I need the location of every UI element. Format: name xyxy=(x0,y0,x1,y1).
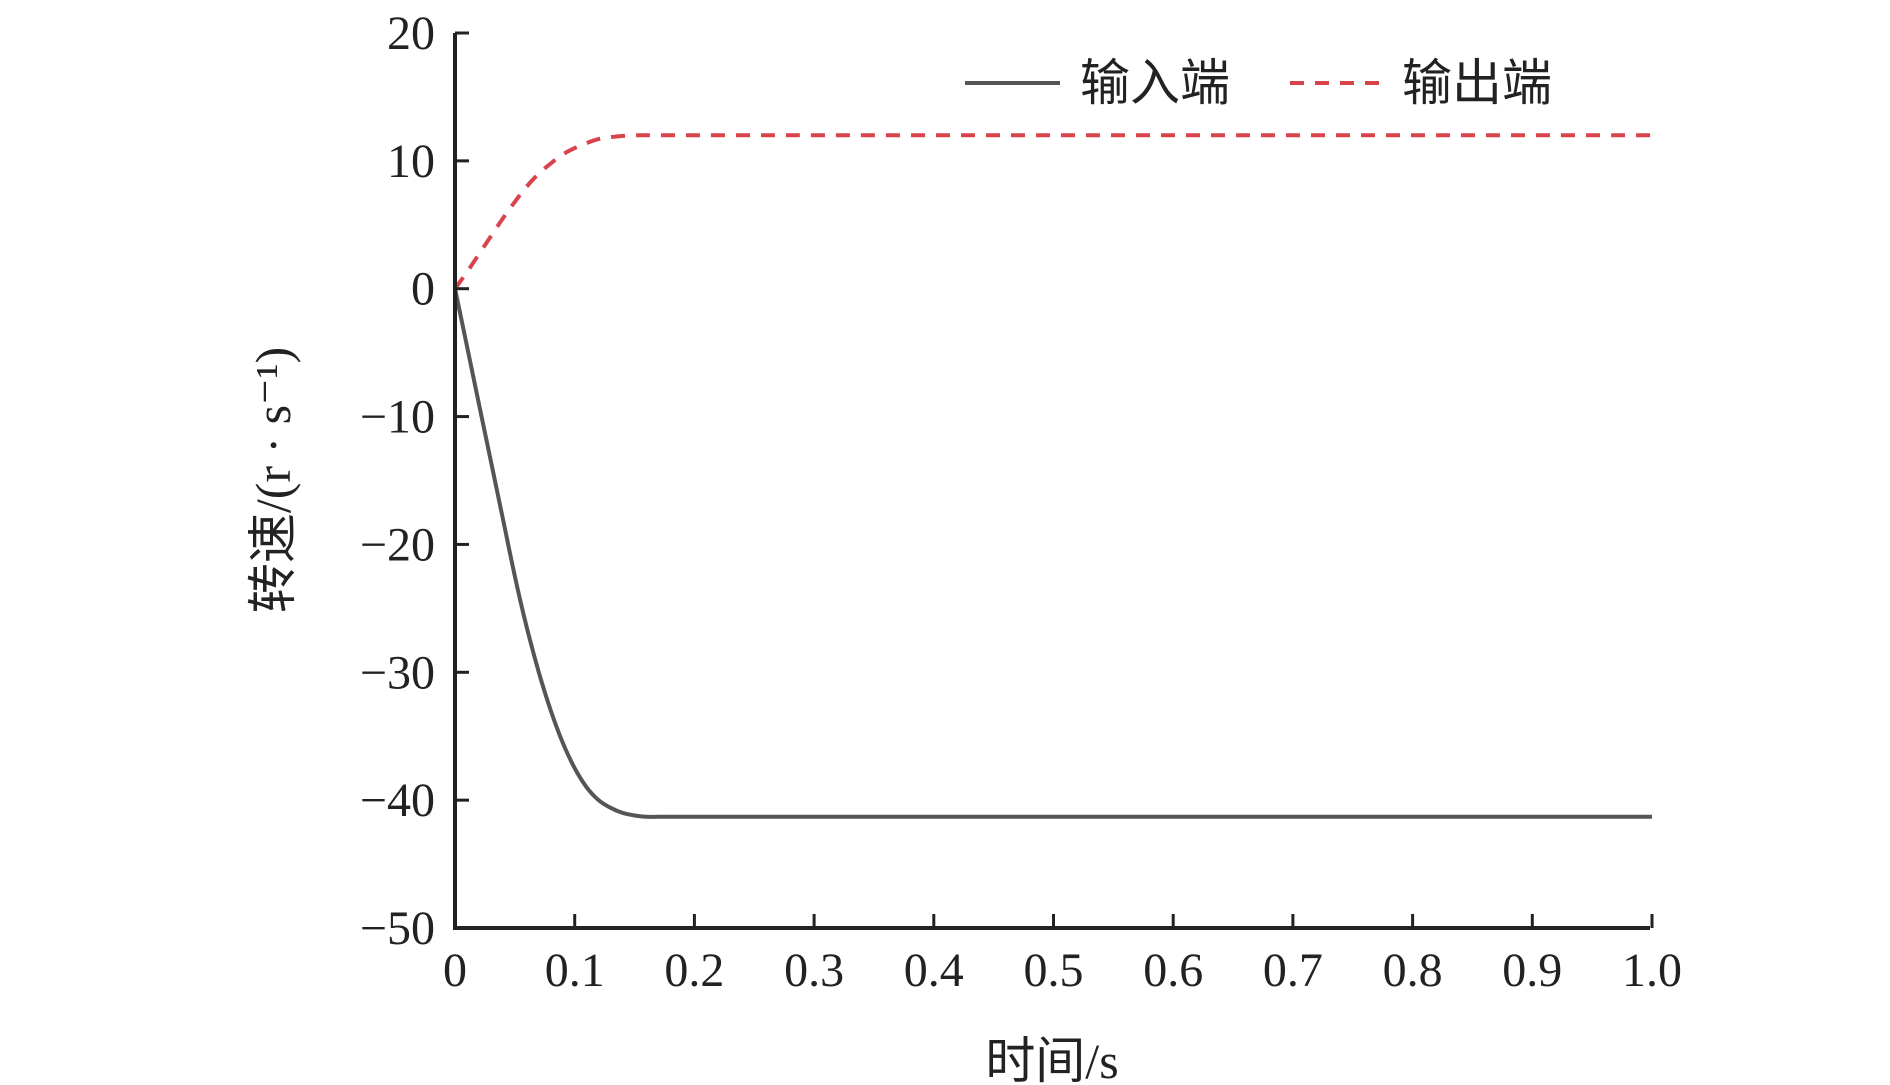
y-axis-title: 转速/(r · s⁻¹) xyxy=(245,347,301,613)
y-tick-label: −10 xyxy=(360,391,435,444)
y-tick-label: 20 xyxy=(387,7,435,60)
y-tick-label: −40 xyxy=(360,774,435,827)
x-tick-label: 0.4 xyxy=(904,944,964,997)
y-tick-label: 10 xyxy=(387,135,435,188)
x-tick-label: 0.6 xyxy=(1143,944,1203,997)
legend-label-output: 输出端 xyxy=(1402,55,1552,111)
x-tick-label: 1.0 xyxy=(1622,944,1682,997)
y-tick-label: −50 xyxy=(360,902,435,955)
series-line-output xyxy=(453,133,1652,290)
ticks-layer: 0 0.1 0.2 0.3 0.4 0.5 0.6 0.7 0.8 0.9 1.0 20 10 0 −10 −… xyxy=(360,7,1682,997)
x-tick-label: 0 xyxy=(443,944,467,997)
legend-label-input: 输入端 xyxy=(1080,55,1230,111)
y-tick-label: −30 xyxy=(360,646,435,699)
x-tick-label: 0.8 xyxy=(1383,944,1443,997)
x-axis-title: 时间/s xyxy=(985,1033,1118,1085)
x-tick-label: 0.2 xyxy=(664,944,724,997)
x-tick-label: 0.5 xyxy=(1024,944,1084,997)
x-tick-label: 0.7 xyxy=(1263,944,1323,997)
series-layer xyxy=(453,133,1652,819)
x-tick-label: 0.3 xyxy=(784,944,844,997)
y-tick-label: −20 xyxy=(360,518,435,571)
x-tick-label: 0.1 xyxy=(545,944,605,997)
x-tick-label: 0.9 xyxy=(1502,944,1562,997)
series-line-input xyxy=(453,288,1652,819)
legend: 输入端 输出端 xyxy=(965,55,1552,111)
axes-layer xyxy=(453,33,1650,930)
y-tick-label: 0 xyxy=(411,263,435,316)
